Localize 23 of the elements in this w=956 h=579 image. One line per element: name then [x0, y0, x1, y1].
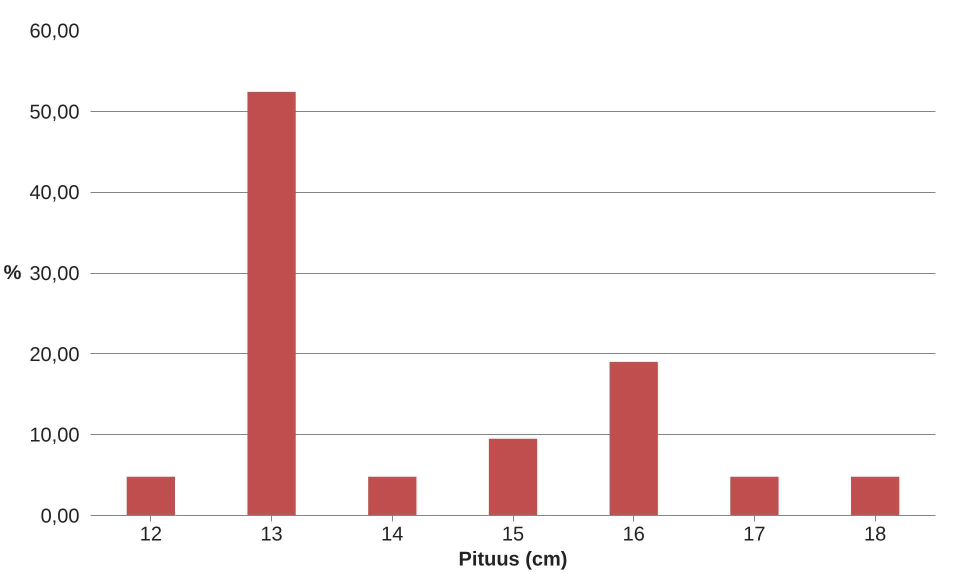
y-tick-label: 50,00 — [29, 101, 80, 124]
y-tick-label: 40,00 — [29, 182, 80, 204]
x-tick-label: 16 — [622, 524, 645, 546]
y-axis-title: % — [4, 262, 22, 284]
bar — [851, 476, 900, 516]
x-tick-label: 15 — [502, 524, 524, 546]
x-tick-label: 12 — [140, 524, 162, 546]
bar — [368, 476, 416, 516]
y-tick-label: 60,00 — [29, 20, 80, 42]
y-tick-label: 30,00 — [29, 263, 80, 285]
bar — [488, 438, 538, 516]
x-tick-label: 17 — [743, 524, 766, 546]
x-tick-label: 13 — [260, 524, 283, 546]
y-tick-label: 10,00 — [29, 424, 80, 447]
bar — [610, 362, 658, 516]
bar — [730, 476, 779, 516]
x-tick-label: 14 — [381, 524, 404, 546]
bar — [247, 92, 296, 516]
x-axis-title: Pituus (cm) — [458, 548, 568, 570]
bar — [126, 476, 175, 516]
y-tick-label: 20,00 — [29, 344, 80, 366]
y-tick-label: 0,00 — [40, 506, 80, 528]
x-tick-label: 18 — [864, 524, 886, 546]
